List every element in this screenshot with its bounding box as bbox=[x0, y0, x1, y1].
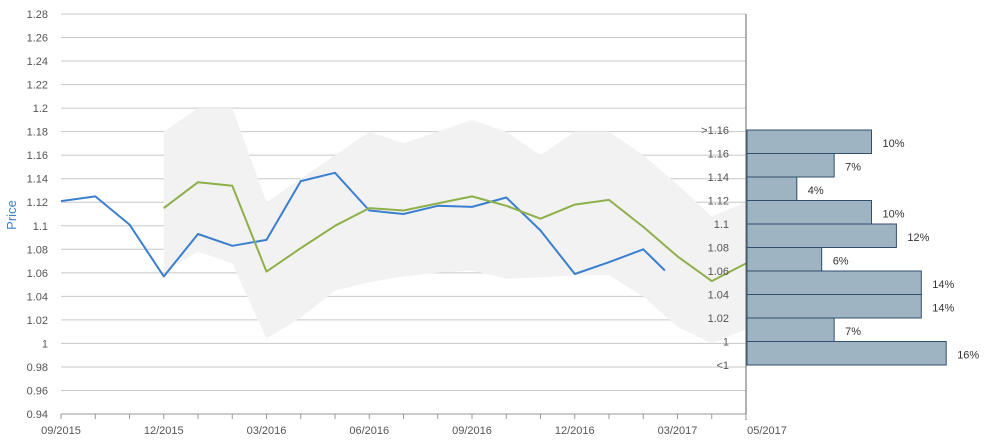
histogram-category-label: 1.04 bbox=[708, 290, 729, 302]
histogram-bar bbox=[746, 153, 835, 178]
histogram-category-label: 1 bbox=[723, 337, 729, 349]
histogram-category-label: 1.1 bbox=[714, 219, 729, 231]
x-tick-label: 05/2017 bbox=[747, 425, 787, 437]
histogram-percent-label: 7% bbox=[845, 162, 861, 174]
y-tick-label: 0.96 bbox=[27, 385, 48, 397]
y-tick-label: 1.28 bbox=[27, 9, 48, 21]
histogram-category-label: >1.16 bbox=[701, 125, 729, 137]
y-tick-labels: 0.94 0.96 0.98 1 1.02 1.04 1.06 1.08 1.1 1.12 1.14… bbox=[27, 9, 48, 421]
histogram-category-label: 1.06 bbox=[708, 266, 729, 278]
histogram-percent-label: 10% bbox=[883, 138, 905, 150]
y-tick-label: 1.18 bbox=[27, 127, 48, 139]
x-tick-label: 09/2016 bbox=[452, 425, 492, 437]
axes bbox=[60, 14, 747, 420]
histogram-bar bbox=[746, 129, 872, 154]
y-tick-label: 1.12 bbox=[27, 197, 48, 209]
histogram-bar bbox=[746, 247, 823, 272]
x-tick-labels: 09/2015 12/2015 03/2016 06/2016 09/2016 12/20… bbox=[41, 425, 787, 437]
histogram-category-label: 1.14 bbox=[708, 172, 729, 184]
histogram-category-label: 1.08 bbox=[708, 243, 729, 255]
histogram-category-label: 1.12 bbox=[708, 196, 729, 208]
histogram-bar bbox=[746, 317, 835, 342]
histogram-percent-label: 4% bbox=[808, 185, 824, 197]
y-tick-label: 1.02 bbox=[27, 315, 48, 327]
y-tick-label: 0.94 bbox=[27, 409, 48, 421]
histogram-percent-label: 12% bbox=[907, 232, 929, 244]
y-tick-label: 1.04 bbox=[27, 291, 48, 303]
histogram-bar bbox=[746, 176, 798, 201]
x-tick-label: 12/2015 bbox=[144, 425, 184, 437]
histogram-bar bbox=[746, 294, 922, 319]
y-tick-label: 1.22 bbox=[27, 80, 48, 92]
series-line-2 bbox=[163, 181, 747, 283]
x-tick-label: 06/2016 bbox=[349, 425, 389, 437]
histogram-percent-label: 6% bbox=[833, 256, 849, 268]
histogram-percent-label: 16% bbox=[957, 350, 979, 362]
y-axis-label: Price bbox=[4, 200, 19, 230]
histogram-category-label: 1.02 bbox=[708, 313, 729, 325]
y-tick-label: 1.26 bbox=[27, 33, 48, 45]
y-tick-label: 1.16 bbox=[27, 150, 48, 162]
histogram-bar bbox=[746, 270, 922, 295]
y-tick-label: 1.2 bbox=[33, 103, 48, 115]
x-tick-label: 09/2015 bbox=[41, 425, 81, 437]
y-tick-label: 1.14 bbox=[27, 174, 48, 186]
histogram-category-label: 1.16 bbox=[708, 149, 729, 161]
x-tick-label: 03/2016 bbox=[247, 425, 287, 437]
range-band bbox=[163, 108, 747, 344]
histogram-percent-label: 7% bbox=[845, 326, 861, 338]
y-tick-label: 1 bbox=[42, 338, 48, 350]
y-tick-label: 1.24 bbox=[27, 56, 48, 68]
x-tick-label: 12/2016 bbox=[555, 425, 595, 437]
series-line-1 bbox=[60, 171, 666, 278]
histogram-percent-label: 14% bbox=[932, 303, 954, 315]
distribution-histogram: >1.16 10% 1.16 7% 1.14 4% 1.12 10% 1.1 12% 1.08 6% 1… bbox=[701, 125, 979, 372]
y-tick-label: 0.98 bbox=[27, 362, 48, 374]
histogram-bar bbox=[746, 200, 872, 225]
x-tick-label: 03/2017 bbox=[658, 425, 698, 437]
y-tick-label: 1.1 bbox=[33, 221, 48, 233]
histogram-bar bbox=[746, 223, 897, 248]
histogram-percent-label: 10% bbox=[883, 209, 905, 221]
histogram-bar bbox=[746, 341, 947, 366]
y-tick-label: 1.08 bbox=[27, 244, 48, 256]
series-lines bbox=[60, 171, 747, 283]
y-tick-label: 1.06 bbox=[27, 268, 48, 280]
histogram-percent-label: 14% bbox=[932, 279, 954, 291]
histogram-category-label: <1 bbox=[716, 360, 729, 372]
range-band-area bbox=[163, 108, 747, 344]
